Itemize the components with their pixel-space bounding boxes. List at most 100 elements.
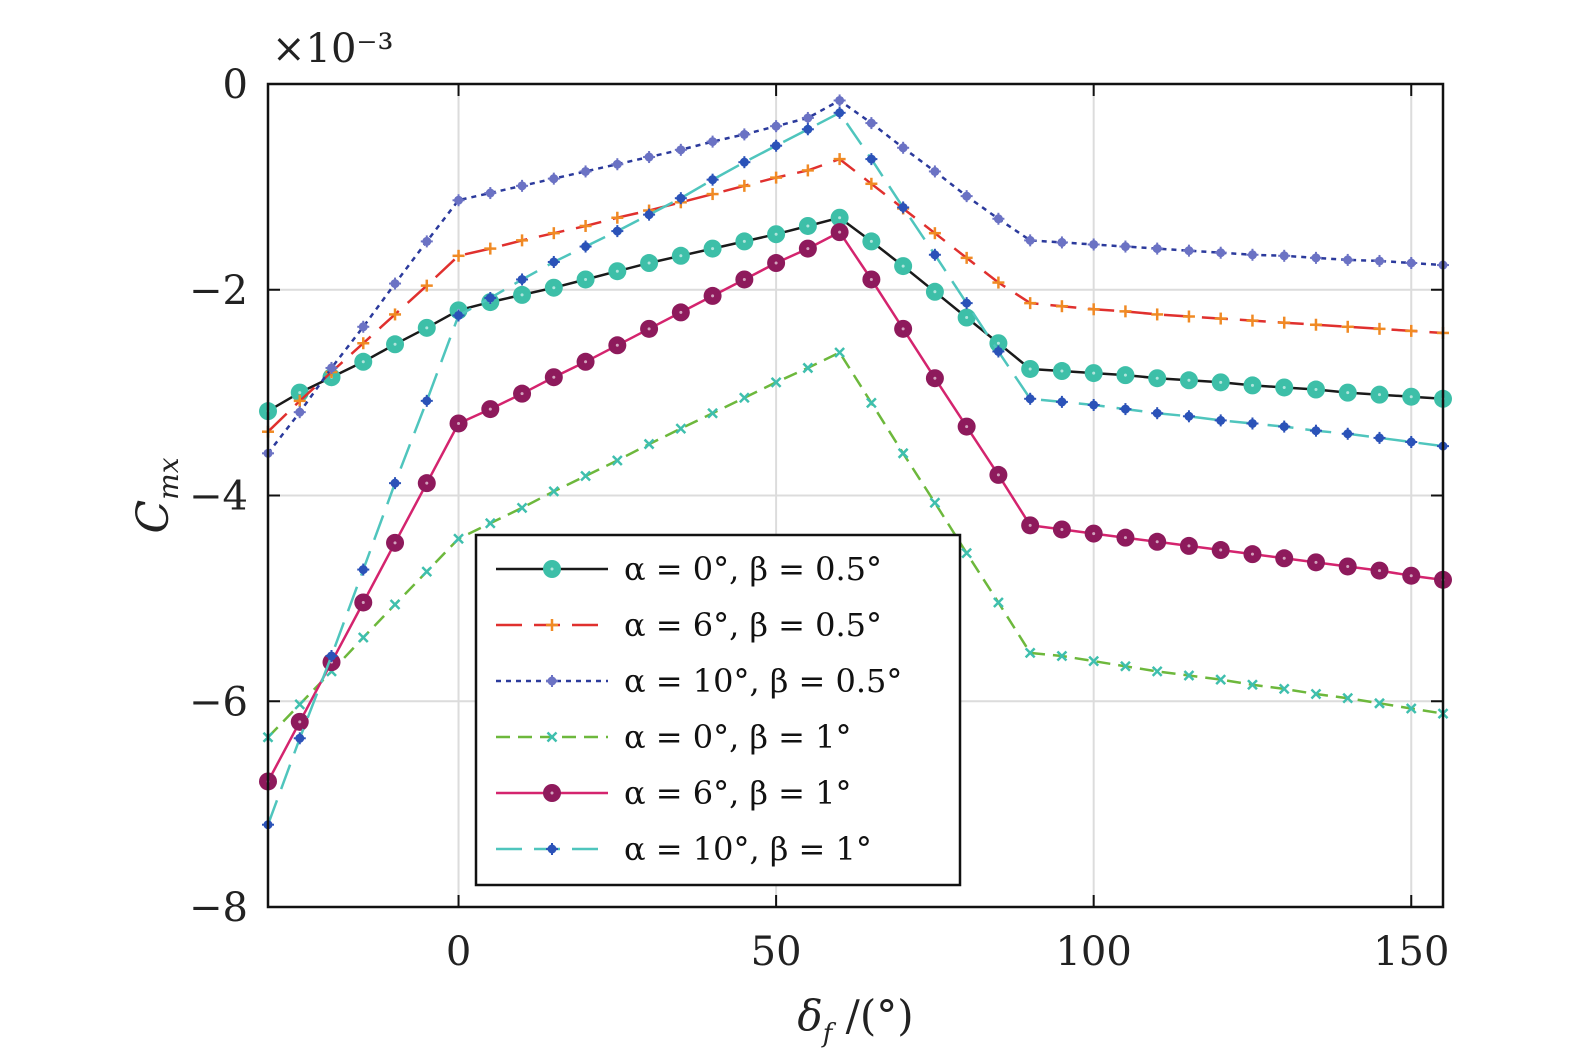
data-point [357,337,370,350]
data-point [1179,371,1198,390]
legend-item: α = 6°, β = 1° [496,774,851,812]
data-point [798,239,817,258]
legend-label: α = 10°, β = 0.5° [624,662,902,700]
data-point [801,123,814,136]
data-point [830,223,849,242]
data-point [770,171,783,184]
data-point [1056,650,1068,662]
data-point [928,248,941,261]
data-point [1151,666,1163,677]
data-point [928,227,941,240]
data-point [735,232,754,251]
x-axis-label-main: δ [797,991,822,1040]
data-point [992,345,1005,358]
data-point [1024,392,1037,405]
data-point [516,234,529,247]
data-point [1374,697,1385,709]
data-point [706,135,719,148]
data-point [1373,254,1386,267]
x-tick-label: 150 [1373,929,1449,975]
data-point [674,143,687,156]
data-point [1211,541,1230,560]
data-point [547,255,560,268]
data-point [1214,312,1227,325]
data-point [1148,369,1167,388]
data-point [1405,324,1418,337]
data-point [703,286,722,305]
plot-area [259,94,1452,831]
data-point [579,165,592,178]
data-point [640,254,659,273]
legend-label: α = 0°, β = 0.5° [624,550,882,588]
data-point [421,566,433,578]
data-point [834,347,846,358]
data-point [1052,520,1071,539]
data-point [1211,373,1230,392]
data-point [325,649,338,662]
data-point [1373,431,1386,444]
data-point [1405,257,1418,270]
data-point [798,216,817,235]
data-point [1341,320,1354,333]
data-point [1246,314,1259,327]
data-point [357,632,369,643]
data-point [833,106,846,119]
x-tick-label: 0 [446,929,471,975]
data-point [897,447,909,459]
data-point [1120,660,1131,672]
data-point [389,277,402,290]
series-6 [262,106,1449,831]
data-point [608,336,627,355]
data-point [1182,410,1195,423]
data-point [452,309,465,322]
data-point [1021,516,1040,535]
data-point [925,369,944,388]
data-point [513,384,532,403]
x-axis-label-unit: /(°) [832,991,913,1040]
data-point [1370,385,1389,404]
data-point [1341,427,1354,440]
data-point [1278,316,1291,329]
data-point [420,235,433,248]
legend-marker [543,784,561,802]
data-point [1246,417,1259,430]
data-point [1402,387,1421,406]
data-point [1214,246,1227,259]
data-point [1148,532,1167,551]
data-point [453,533,464,545]
data-point [1373,322,1386,335]
data-point [767,254,786,273]
data-point [767,225,786,244]
data-point [671,303,690,322]
data-point [420,394,433,407]
data-point [960,297,973,310]
data-point [357,563,370,576]
data-point [1214,414,1227,427]
data-point [1151,407,1164,420]
axis-ticks: 0 50 100 150 0 −2 −4 −6 −8 [189,62,1449,975]
data-point [579,240,592,253]
data-point [1119,403,1132,416]
data-point [357,320,370,333]
data-point [1275,378,1294,397]
data-point [865,153,878,166]
data-point [513,285,532,304]
y-tick-label: −6 [189,679,248,725]
data-point [894,257,913,276]
data-point [1055,395,1068,408]
data-point [1116,528,1135,547]
data-point [1309,424,1322,437]
data-point [1243,376,1262,395]
data-point [671,246,690,265]
data-point [830,208,849,227]
data-point [354,593,373,612]
y-tick-label: −8 [189,885,248,931]
data-point [1179,536,1198,555]
data-point [1310,688,1322,700]
data-point [833,153,846,166]
legend-item: α = 10°, β = 0.5° [496,662,902,700]
data-point [290,712,309,731]
data-point [516,502,528,514]
series-1 [259,208,1452,421]
data-point [865,397,877,409]
